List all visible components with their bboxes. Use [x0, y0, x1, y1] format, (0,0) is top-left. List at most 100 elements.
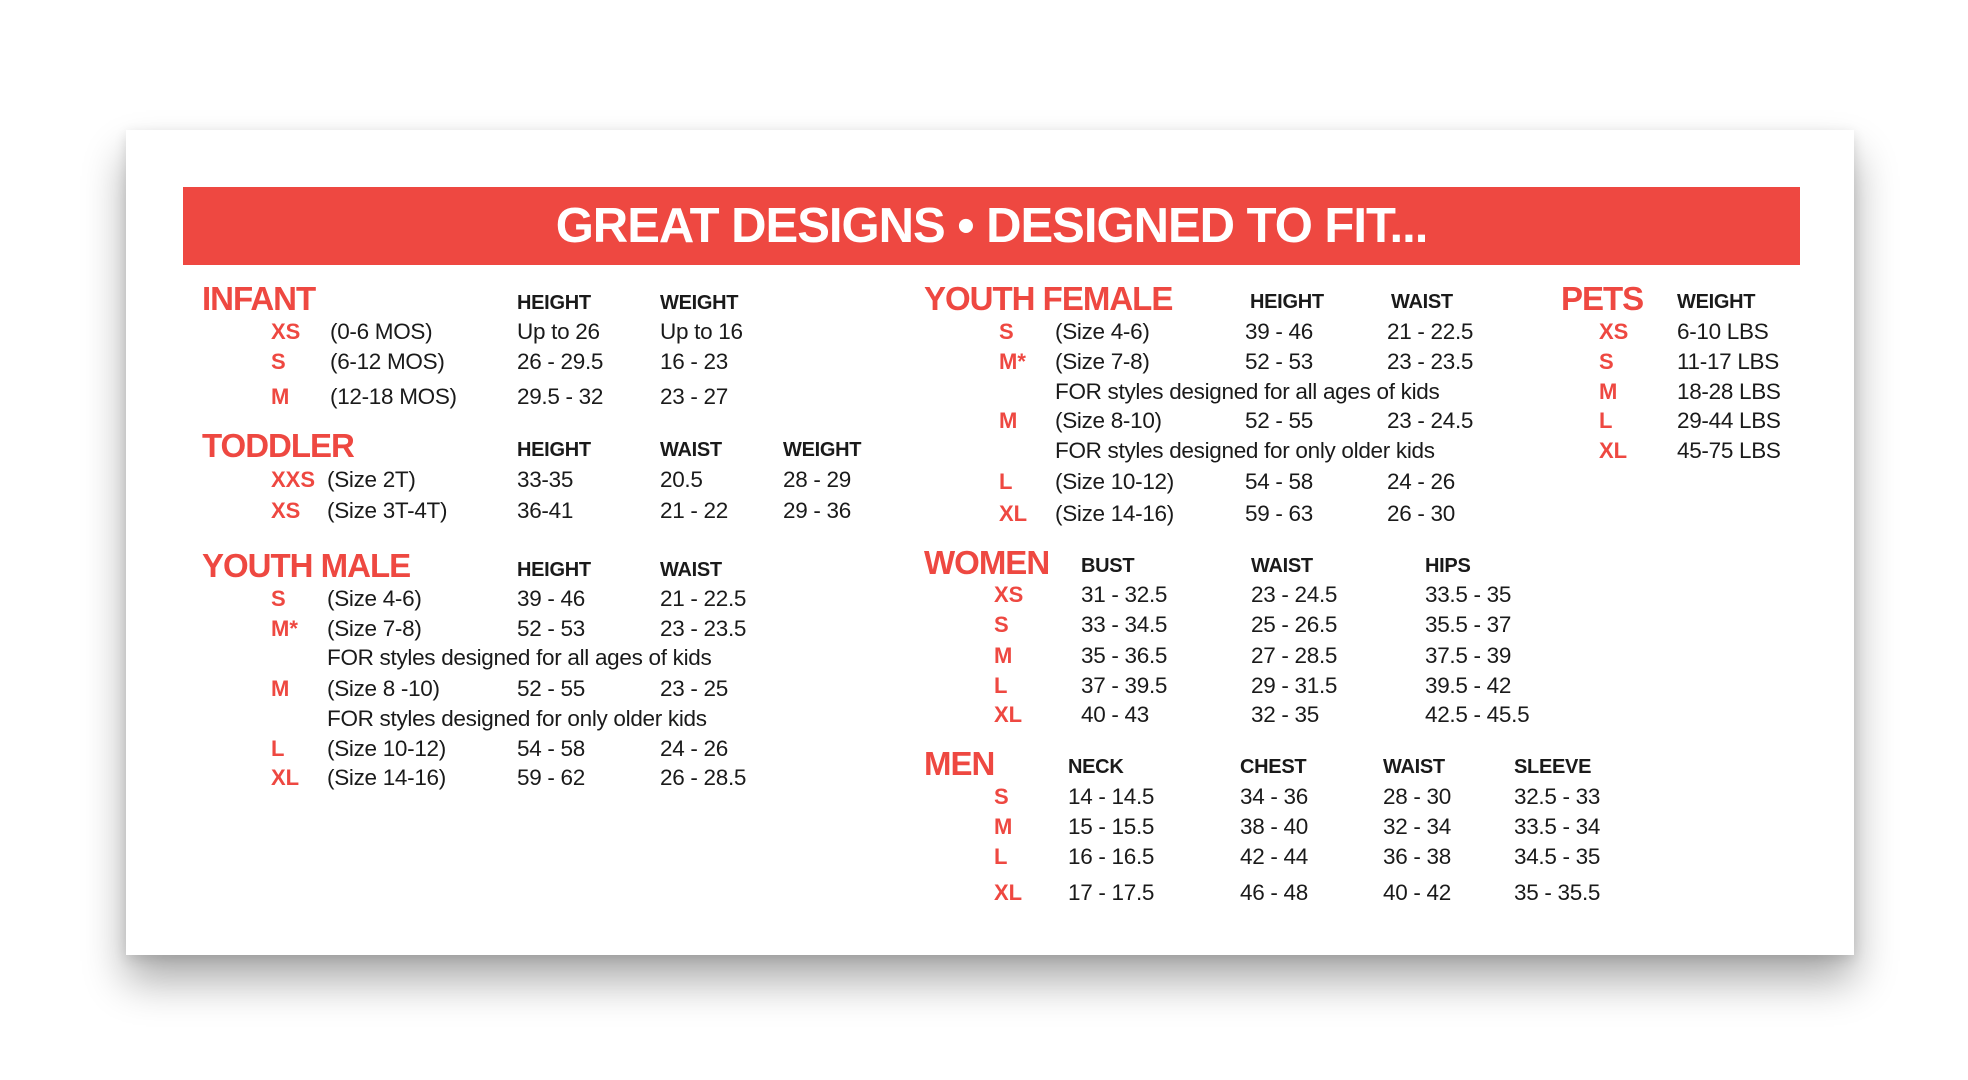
size-label: L [994, 673, 1008, 698]
measurement-value: 33 - 34.5 [1081, 612, 1168, 637]
measurement-value: 25 - 26.5 [1251, 612, 1338, 637]
measurement-value: 46 - 48 [1240, 880, 1308, 905]
size-label: S [271, 586, 286, 611]
column-header: SLEEVE [1514, 756, 1592, 778]
measurement-value: 21 - 22.5 [1387, 319, 1474, 344]
size-description: (Size 10-12) [327, 736, 446, 761]
size-label: XL [271, 765, 300, 790]
size-label: XS [271, 498, 301, 523]
size-label: S [994, 612, 1009, 637]
section-title-women: WOMEN [924, 544, 1050, 581]
size-label: XS [271, 319, 301, 344]
column-header: BUST [1081, 555, 1135, 577]
section-title-youth-male: YOUTH MALE [202, 547, 411, 584]
measurement-value: 33-35 [517, 467, 574, 492]
measurement-value: 26 - 28.5 [660, 765, 747, 790]
measurement-value: 34 - 36 [1240, 784, 1308, 809]
measurement-value: 6-10 LBS [1677, 319, 1769, 344]
column-header: HEIGHT [517, 292, 591, 314]
size-description: (Size 8-10) [1055, 408, 1162, 433]
measurement-value: 37 - 39.5 [1081, 673, 1168, 698]
column-header: WAIST [1391, 291, 1453, 313]
measurement-value: 15 - 15.5 [1068, 814, 1155, 839]
size-description: (Size 4-6) [327, 586, 422, 611]
measurement-value: 24 - 26 [1387, 469, 1455, 494]
measurement-value: 42.5 - 45.5 [1425, 702, 1530, 727]
size-label: XL [994, 880, 1023, 905]
measurement-value: 23 - 23.5 [1387, 349, 1474, 374]
size-note: FOR styles designed for all ages of kids [1055, 379, 1440, 404]
measurement-value: 23 - 27 [660, 384, 728, 409]
size-label: M [271, 384, 290, 409]
size-label: S [994, 784, 1009, 809]
measurement-value: 26 - 29.5 [517, 349, 604, 374]
size-label: M* [999, 349, 1026, 374]
size-chart-card [126, 130, 1854, 955]
measurement-value: 29-44 LBS [1677, 408, 1781, 433]
size-label: L [994, 844, 1008, 869]
size-label: S [999, 319, 1014, 344]
column-header: WEIGHT [783, 439, 862, 461]
column-header: HEIGHT [517, 559, 591, 581]
size-label: M [999, 408, 1018, 433]
measurement-value: 36 - 38 [1383, 844, 1451, 869]
measurement-value: 26 - 30 [1387, 501, 1455, 526]
measurement-value: 52 - 55 [1245, 408, 1313, 433]
measurement-value: 54 - 58 [1245, 469, 1313, 494]
size-description: (12-18 MOS) [330, 384, 457, 409]
measurement-value: 28 - 29 [783, 467, 851, 492]
section-title-infant: INFANT [202, 280, 316, 317]
column-header: WEIGHT [660, 292, 739, 314]
size-description: (Size 3T-4T) [327, 498, 448, 523]
measurement-value: 32.5 - 33 [1514, 784, 1601, 809]
measurement-value: 37.5 - 39 [1425, 643, 1512, 668]
measurement-value: 29.5 - 32 [517, 384, 604, 409]
measurement-value: 29 - 31.5 [1251, 673, 1338, 698]
measurement-value: 54 - 58 [517, 736, 585, 761]
measurement-value: 35 - 36.5 [1081, 643, 1168, 668]
measurement-value: 35.5 - 37 [1425, 612, 1512, 637]
measurement-value: 29 - 36 [783, 498, 851, 523]
column-header: WAIST [1251, 555, 1313, 577]
column-header: WAIST [1383, 756, 1445, 778]
measurement-value: 39 - 46 [1245, 319, 1313, 344]
measurement-value: 33.5 - 34 [1514, 814, 1601, 839]
size-description: (Size 8 -10) [327, 676, 440, 701]
size-description: (Size 14-16) [1055, 501, 1174, 526]
measurement-value: 36-41 [517, 498, 574, 523]
measurement-value: 21 - 22.5 [660, 586, 747, 611]
size-label: XS [994, 582, 1024, 607]
banner-title: GREAT DESIGNS • DESIGNED TO FIT... [555, 199, 1429, 253]
size-description: (0-6 MOS) [330, 319, 433, 344]
measurement-value: 32 - 35 [1251, 702, 1319, 727]
measurement-value: 40 - 42 [1383, 880, 1451, 905]
measurement-value: 23 - 24.5 [1251, 582, 1338, 607]
measurement-value: 18-28 LBS [1677, 379, 1781, 404]
column-header: HEIGHT [517, 439, 591, 461]
measurement-value: 59 - 63 [1245, 501, 1313, 526]
measurement-value: 39.5 - 42 [1425, 673, 1512, 698]
column-header: NECK [1068, 756, 1124, 778]
measurement-value: 35 - 35.5 [1514, 880, 1601, 905]
size-label: L [1599, 408, 1613, 433]
size-description: (6-12 MOS) [330, 349, 445, 374]
measurement-value: 52 - 53 [517, 616, 585, 641]
measurement-value: 23 - 23.5 [660, 616, 747, 641]
measurement-value: 16 - 16.5 [1068, 844, 1155, 869]
size-label: L [999, 469, 1013, 494]
size-note: FOR styles designed for all ages of kids [327, 645, 712, 670]
size-label: L [271, 736, 285, 761]
measurement-value: 24 - 26 [660, 736, 728, 761]
size-label: S [1599, 349, 1614, 374]
size-label: XL [994, 702, 1023, 727]
measurement-value: 33.5 - 35 [1425, 582, 1512, 607]
section-title-men: MEN [924, 745, 995, 782]
column-header: WEIGHT [1677, 291, 1756, 313]
size-description: (Size 4-6) [1055, 319, 1150, 344]
measurement-value: 52 - 53 [1245, 349, 1313, 374]
measurement-value: 17 - 17.5 [1068, 880, 1155, 905]
measurement-value: Up to 16 [660, 319, 743, 344]
size-label: XL [999, 501, 1028, 526]
measurement-value: 39 - 46 [517, 586, 585, 611]
column-header: HEIGHT [1250, 291, 1324, 313]
